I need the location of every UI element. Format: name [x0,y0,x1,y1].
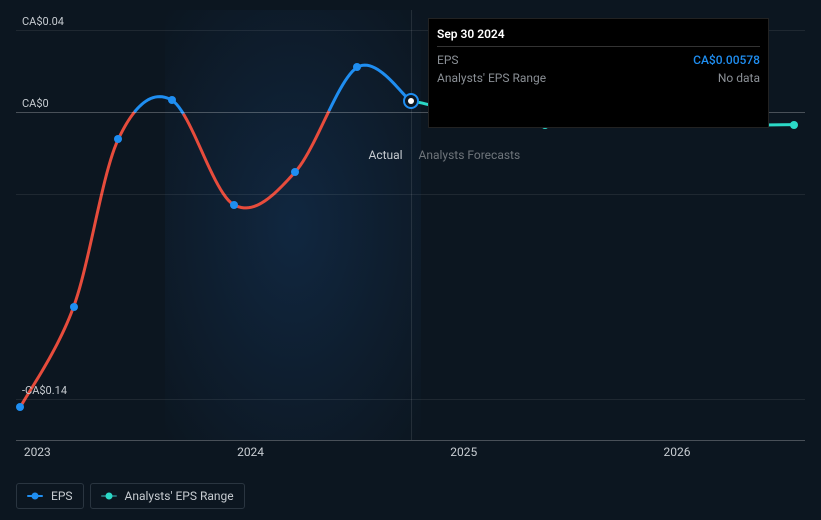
eps-point[interactable] [291,168,299,176]
legend-item[interactable]: Analysts' EPS Range [90,483,245,509]
eps-point[interactable] [114,135,122,143]
legend: EPS Analysts' EPS Range [16,483,245,509]
tooltip-row-value: No data [718,71,760,85]
y-axis-label: CA$0 [22,97,49,112]
legend-item[interactable]: EPS [16,483,84,509]
x-axis-label: 2025 [450,445,477,459]
eps-point[interactable] [353,63,361,71]
y-axis-label: CA$0.04 [22,15,64,30]
eps-point[interactable] [168,96,176,104]
tooltip-row-label: EPS [437,53,459,67]
forecasts-label: Analysts Forecasts [419,148,521,162]
legend-label: Analysts' EPS Range [125,489,234,503]
x-axis-label: 2026 [664,445,691,459]
tooltip-row: EPS CA$0.00578 [437,51,760,69]
legend-swatch-icon [101,495,117,497]
eps-point[interactable] [230,201,238,209]
tooltip-row-value: CA$0.00578 [693,53,760,67]
y-axis-label: -CA$0.14 [22,384,67,399]
x-baseline [16,440,805,441]
eps-point[interactable] [70,303,78,311]
actual-forecast-divider [411,10,412,440]
active-point-inner [408,98,414,104]
legend-swatch-icon [27,495,43,497]
eps-chart: CA$0.04 CA$0 -CA$0.14 Sep 30 2024 EPS CA$0.… [0,0,821,520]
x-axis-label: 2023 [24,445,51,459]
tooltip-row: Analysts' EPS Range No data [437,69,760,87]
forecast-point[interactable] [790,121,798,129]
actual-label: Actual [369,148,403,162]
x-axis-label: 2024 [237,445,264,459]
tooltip-row-label: Analysts' EPS Range [437,71,546,85]
eps-point[interactable] [16,403,24,411]
legend-label: EPS [51,489,73,503]
tooltip-date: Sep 30 2024 [437,25,760,47]
tooltip: Sep 30 2024 EPS CA$0.00578 Analysts' EPS R… [428,18,769,128]
